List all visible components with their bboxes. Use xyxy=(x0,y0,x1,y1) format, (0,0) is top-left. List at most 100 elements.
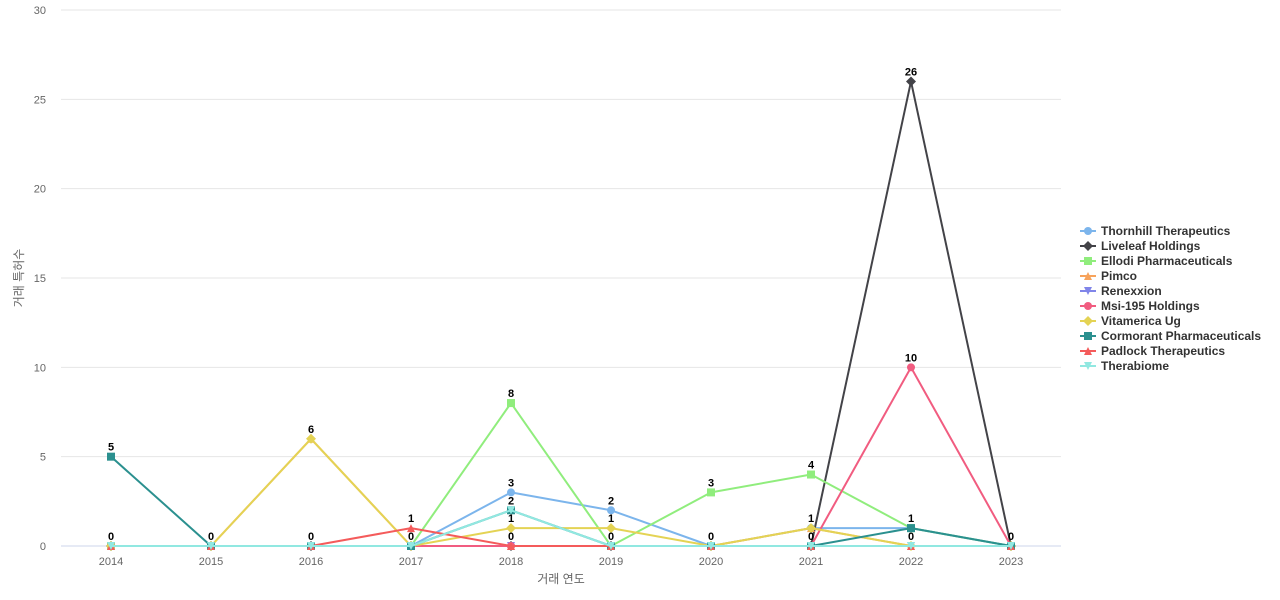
y-tick-label: 15 xyxy=(34,273,46,285)
legend-item[interactable]: Ellodi Pharmaceuticals xyxy=(1080,253,1261,268)
data-point[interactable] xyxy=(407,524,415,533)
data-point[interactable] xyxy=(107,452,115,461)
data-point[interactable] xyxy=(607,506,615,515)
data-label: 0 xyxy=(908,531,914,543)
data-point[interactable] xyxy=(507,488,515,497)
chart-legend: Thornhill Therapeutics Liveleaf Holdings E… xyxy=(1080,223,1261,373)
y-tick-label: 25 xyxy=(34,94,46,106)
series-line[interactable] xyxy=(111,80,1012,547)
data-point[interactable] xyxy=(507,542,515,550)
data-label: 5 xyxy=(108,442,114,454)
data-label: 0 xyxy=(508,531,514,543)
data-point[interactable] xyxy=(707,488,715,497)
legend-item[interactable]: Vitamerica Ug xyxy=(1080,313,1261,328)
data-point[interactable] xyxy=(807,542,815,550)
data-point[interactable] xyxy=(907,542,915,550)
legend-marker[interactable] xyxy=(1084,256,1092,265)
data-point[interactable] xyxy=(407,542,415,550)
legend-marker[interactable] xyxy=(1083,315,1093,326)
data-label: 0 xyxy=(108,531,114,543)
legend-item[interactable]: Msi-195 Holdings xyxy=(1080,298,1261,313)
data-label: 0 xyxy=(308,531,314,543)
x-tick-label: 2014 xyxy=(99,556,123,568)
x-axis-title: 거래 연도 xyxy=(537,572,585,586)
legend-item[interactable]: Renexxion xyxy=(1080,283,1261,298)
data-label: 8 xyxy=(508,388,514,400)
data-point[interactable] xyxy=(207,542,215,550)
legend-label: Renexxion xyxy=(1101,283,1162,298)
legend-marker[interactable] xyxy=(1084,301,1092,310)
data-label: 0 xyxy=(808,531,814,543)
data-point[interactable] xyxy=(907,363,915,372)
series-line[interactable] xyxy=(111,437,1011,547)
data-point[interactable] xyxy=(307,542,315,550)
data-point[interactable] xyxy=(607,542,615,550)
data-point[interactable] xyxy=(507,399,515,408)
legend-item[interactable]: Padlock Therapeutics xyxy=(1080,343,1261,358)
data-label: 0 xyxy=(408,531,414,543)
x-axis-ticks: 2014 2015 2016 2017 2018 2019 2020 2021 2022 2023 xyxy=(99,556,1023,568)
legend-item[interactable]: Thornhill Therapeutics xyxy=(1080,223,1261,238)
x-tick-label: 2016 xyxy=(299,556,323,568)
data-point[interactable] xyxy=(507,506,515,515)
x-tick-label: 2019 xyxy=(599,556,623,568)
data-label: 4 xyxy=(808,460,815,472)
data-point[interactable] xyxy=(606,523,616,534)
legend-item[interactable]: Cormorant Pharmaceuticals xyxy=(1080,328,1261,343)
data-label: 0 xyxy=(1008,531,1014,543)
legend-marker[interactable] xyxy=(1084,271,1092,280)
series-line[interactable] xyxy=(111,509,1011,547)
legend-item[interactable]: Therabiome xyxy=(1080,358,1261,373)
data-point[interactable] xyxy=(807,470,815,479)
legend-marker[interactable] xyxy=(1084,286,1092,295)
legend-item[interactable]: Pimco xyxy=(1080,268,1261,283)
legend-label: Ellodi Pharmaceuticals xyxy=(1101,253,1233,268)
legend-symbol xyxy=(1080,331,1096,340)
series-1[interactable] xyxy=(106,76,1016,551)
legend-label: Thornhill Therapeutics xyxy=(1101,223,1231,238)
legend-marker[interactable] xyxy=(1084,346,1092,355)
series-line[interactable] xyxy=(111,402,1012,547)
data-point[interactable] xyxy=(707,542,715,550)
y-tick-label: 5 xyxy=(40,452,46,464)
series-9[interactable] xyxy=(107,506,1015,550)
series-line[interactable] xyxy=(111,437,1011,547)
data-point[interactable] xyxy=(906,76,916,87)
data-point[interactable] xyxy=(806,523,816,534)
legend-symbol xyxy=(1080,286,1096,295)
data-point[interactable] xyxy=(306,433,316,444)
data-label: 6 xyxy=(308,424,314,436)
x-tick-label: 2015 xyxy=(199,556,223,568)
legend-symbol xyxy=(1080,240,1096,251)
data-label: 0 xyxy=(208,531,214,543)
legend-marker[interactable] xyxy=(1084,226,1092,235)
data-point[interactable] xyxy=(506,523,516,534)
series-line[interactable] xyxy=(111,527,1011,547)
data-label: 1 xyxy=(508,513,514,525)
data-label: 3 xyxy=(708,477,714,489)
series-3[interactable] xyxy=(107,434,1015,550)
data-label: 1 xyxy=(408,513,414,525)
legend-marker[interactable] xyxy=(1084,331,1092,340)
legend-symbol xyxy=(1080,346,1096,355)
data-point[interactable] xyxy=(1007,542,1015,550)
data-point[interactable] xyxy=(907,524,915,533)
legend-label: Pimco xyxy=(1101,268,1138,283)
y-tick-label: 0 xyxy=(40,541,46,553)
series-line[interactable] xyxy=(111,491,1012,547)
legend-item[interactable]: Liveleaf Holdings xyxy=(1080,238,1261,253)
legend-marker[interactable] xyxy=(1083,240,1093,251)
legend-label: Msi-195 Holdings xyxy=(1101,298,1200,313)
y-tick-label: 30 xyxy=(34,5,46,17)
x-tick-label: 2017 xyxy=(399,556,423,568)
legend-marker[interactable] xyxy=(1084,361,1092,370)
data-label: 2 xyxy=(608,495,614,507)
data-point[interactable] xyxy=(107,542,115,550)
x-tick-label: 2022 xyxy=(899,556,923,568)
data-label: 3 xyxy=(508,477,514,489)
legend-symbol xyxy=(1080,226,1096,235)
legend-label: Therabiome xyxy=(1101,358,1170,373)
data-label: 26 xyxy=(905,66,917,78)
